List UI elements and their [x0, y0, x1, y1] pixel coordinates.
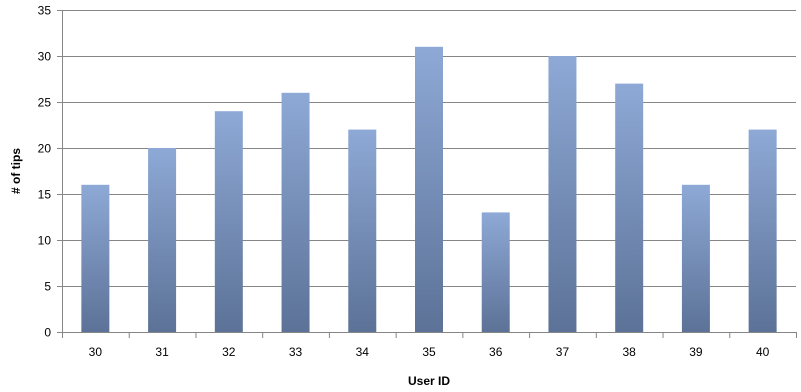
bar [148, 148, 177, 332]
bar [281, 92, 310, 332]
x-tick-label: 34 [356, 345, 370, 359]
bar [214, 111, 243, 332]
bar [348, 129, 377, 332]
bar [81, 184, 110, 332]
bar [481, 212, 510, 332]
x-tick-label: 31 [155, 345, 169, 359]
x-tick-label: 38 [623, 345, 637, 359]
x-tick-label: 30 [89, 345, 103, 359]
y-tick-label: 10 [38, 234, 52, 248]
x-tick-label: 32 [222, 345, 236, 359]
y-tick-label: 20 [38, 142, 52, 156]
x-tick-label: 33 [289, 345, 303, 359]
bar [681, 184, 710, 332]
y-axis-title: # of tips [9, 148, 23, 194]
x-tick-label: 40 [756, 345, 770, 359]
bar [748, 129, 777, 332]
bar [615, 83, 644, 332]
bars [81, 46, 777, 333]
x-tick-label: 35 [422, 345, 436, 359]
y-tick-label: 35 [38, 4, 52, 18]
y-tick-label: 0 [44, 326, 51, 340]
y-tick-label: 5 [44, 280, 51, 294]
bar [548, 56, 577, 332]
x-tick-label: 39 [689, 345, 703, 359]
axes [57, 10, 797, 338]
y-tick-label: 25 [38, 96, 52, 110]
bar [415, 46, 443, 333]
x-axis-title: User ID [408, 374, 450, 388]
y-tick-label: 30 [38, 50, 52, 64]
x-tick-label: 36 [489, 345, 503, 359]
y-tick-label: 15 [38, 188, 52, 202]
x-tick-label: 37 [556, 345, 570, 359]
tick-labels: 0 5 10 15 20 25 30 35 30 31 32 33 34 35 36 37 38 39 40 [38, 4, 770, 360]
